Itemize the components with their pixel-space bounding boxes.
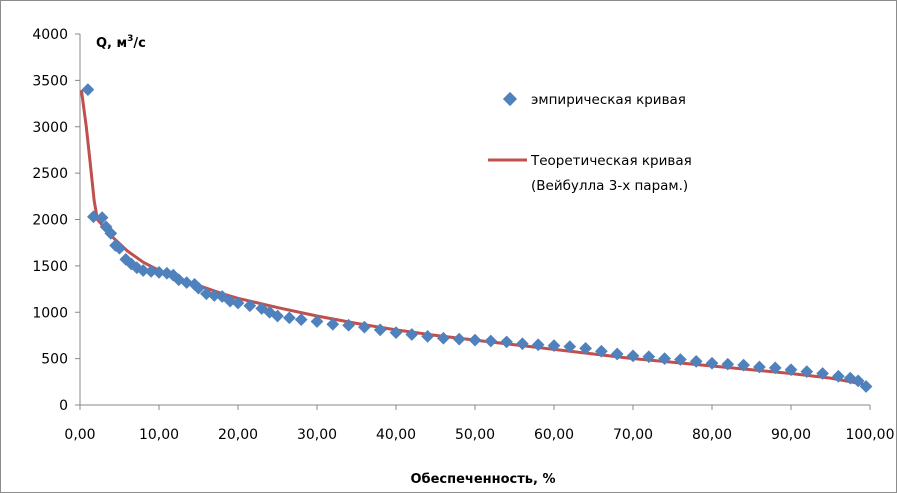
legend-label-theoretical: Теоретическая кривая	[530, 153, 692, 169]
x-tick-label: 50,00	[455, 427, 495, 443]
x-tick-label: 90,00	[771, 427, 811, 443]
x-tick-label: 70,00	[613, 427, 653, 443]
empirical-point	[243, 299, 257, 313]
empirical-point	[95, 211, 109, 225]
x-tick-label: 80,00	[692, 427, 732, 443]
empirical-point	[500, 335, 513, 349]
x-tick-label: 0,00	[64, 427, 95, 443]
x-tick-label: 30,00	[297, 427, 337, 443]
empirical-point	[389, 326, 403, 340]
empirical-point	[207, 289, 221, 302]
y-axis-label: Q, м3/с	[96, 34, 146, 51]
empirical-point	[87, 210, 100, 224]
x-axis-label: Обеспеченность, %	[410, 472, 555, 487]
y-tick-label: 2500	[32, 166, 68, 182]
empirical-point	[113, 241, 126, 255]
y-tick-label: 3500	[32, 73, 68, 89]
empirical-point	[452, 332, 466, 346]
legend-label-theoretical-line2: (Вейбулла 3-х парам.)	[531, 178, 688, 194]
x-tick-labels: 0,00 10,00 20,00 30,00 40,00 50,00 60,00 70,00 8…	[64, 427, 894, 443]
empirical-point	[271, 309, 284, 323]
empirical-point	[192, 281, 205, 295]
empirical-point	[516, 337, 529, 351]
legend: эмпирическая кривая Теоретическая кривая…	[488, 91, 692, 194]
empirical-point	[310, 315, 324, 328]
y-tick-label: 3000	[32, 120, 68, 136]
empirical-point	[405, 328, 419, 341]
empirical-point	[282, 311, 296, 325]
empirical-point	[104, 227, 118, 240]
x-tick-label: 10,00	[139, 427, 179, 443]
empirical-point	[342, 318, 355, 332]
axes	[75, 33, 871, 410]
empirical-point	[294, 313, 308, 327]
empirical-point	[437, 331, 450, 345]
y-tick-label: 2000	[32, 213, 68, 229]
x-tick-label: 40,00	[376, 427, 416, 443]
empirical-point	[144, 265, 158, 278]
empirical-series	[81, 83, 873, 393]
empirical-point	[326, 317, 340, 331]
empirical-point	[358, 320, 371, 334]
x-tick-label: 60,00	[534, 427, 574, 443]
empirical-point	[468, 333, 482, 347]
empirical-point	[484, 334, 498, 348]
y-tick-label: 4000	[32, 27, 68, 43]
empirical-point	[152, 266, 166, 279]
empirical-point	[421, 330, 434, 343]
y-tick-label: 500	[41, 352, 68, 368]
empirical-point	[136, 264, 150, 277]
y-tick-labels: 0 500 1000 1500 2000 2500 3000 3500 4000	[32, 27, 68, 414]
x-tick-label: 20,00	[218, 427, 258, 443]
y-tick-label: 1500	[32, 259, 68, 275]
y-tick-label: 1000	[32, 305, 68, 321]
empirical-point	[373, 323, 387, 337]
legend-marker-empirical	[502, 91, 518, 107]
legend-label-empirical: эмпирическая кривая	[531, 92, 686, 108]
y-tick-label: 0	[59, 398, 68, 414]
empirical-point	[231, 296, 245, 310]
x-tick-label: 100,00	[846, 427, 895, 443]
